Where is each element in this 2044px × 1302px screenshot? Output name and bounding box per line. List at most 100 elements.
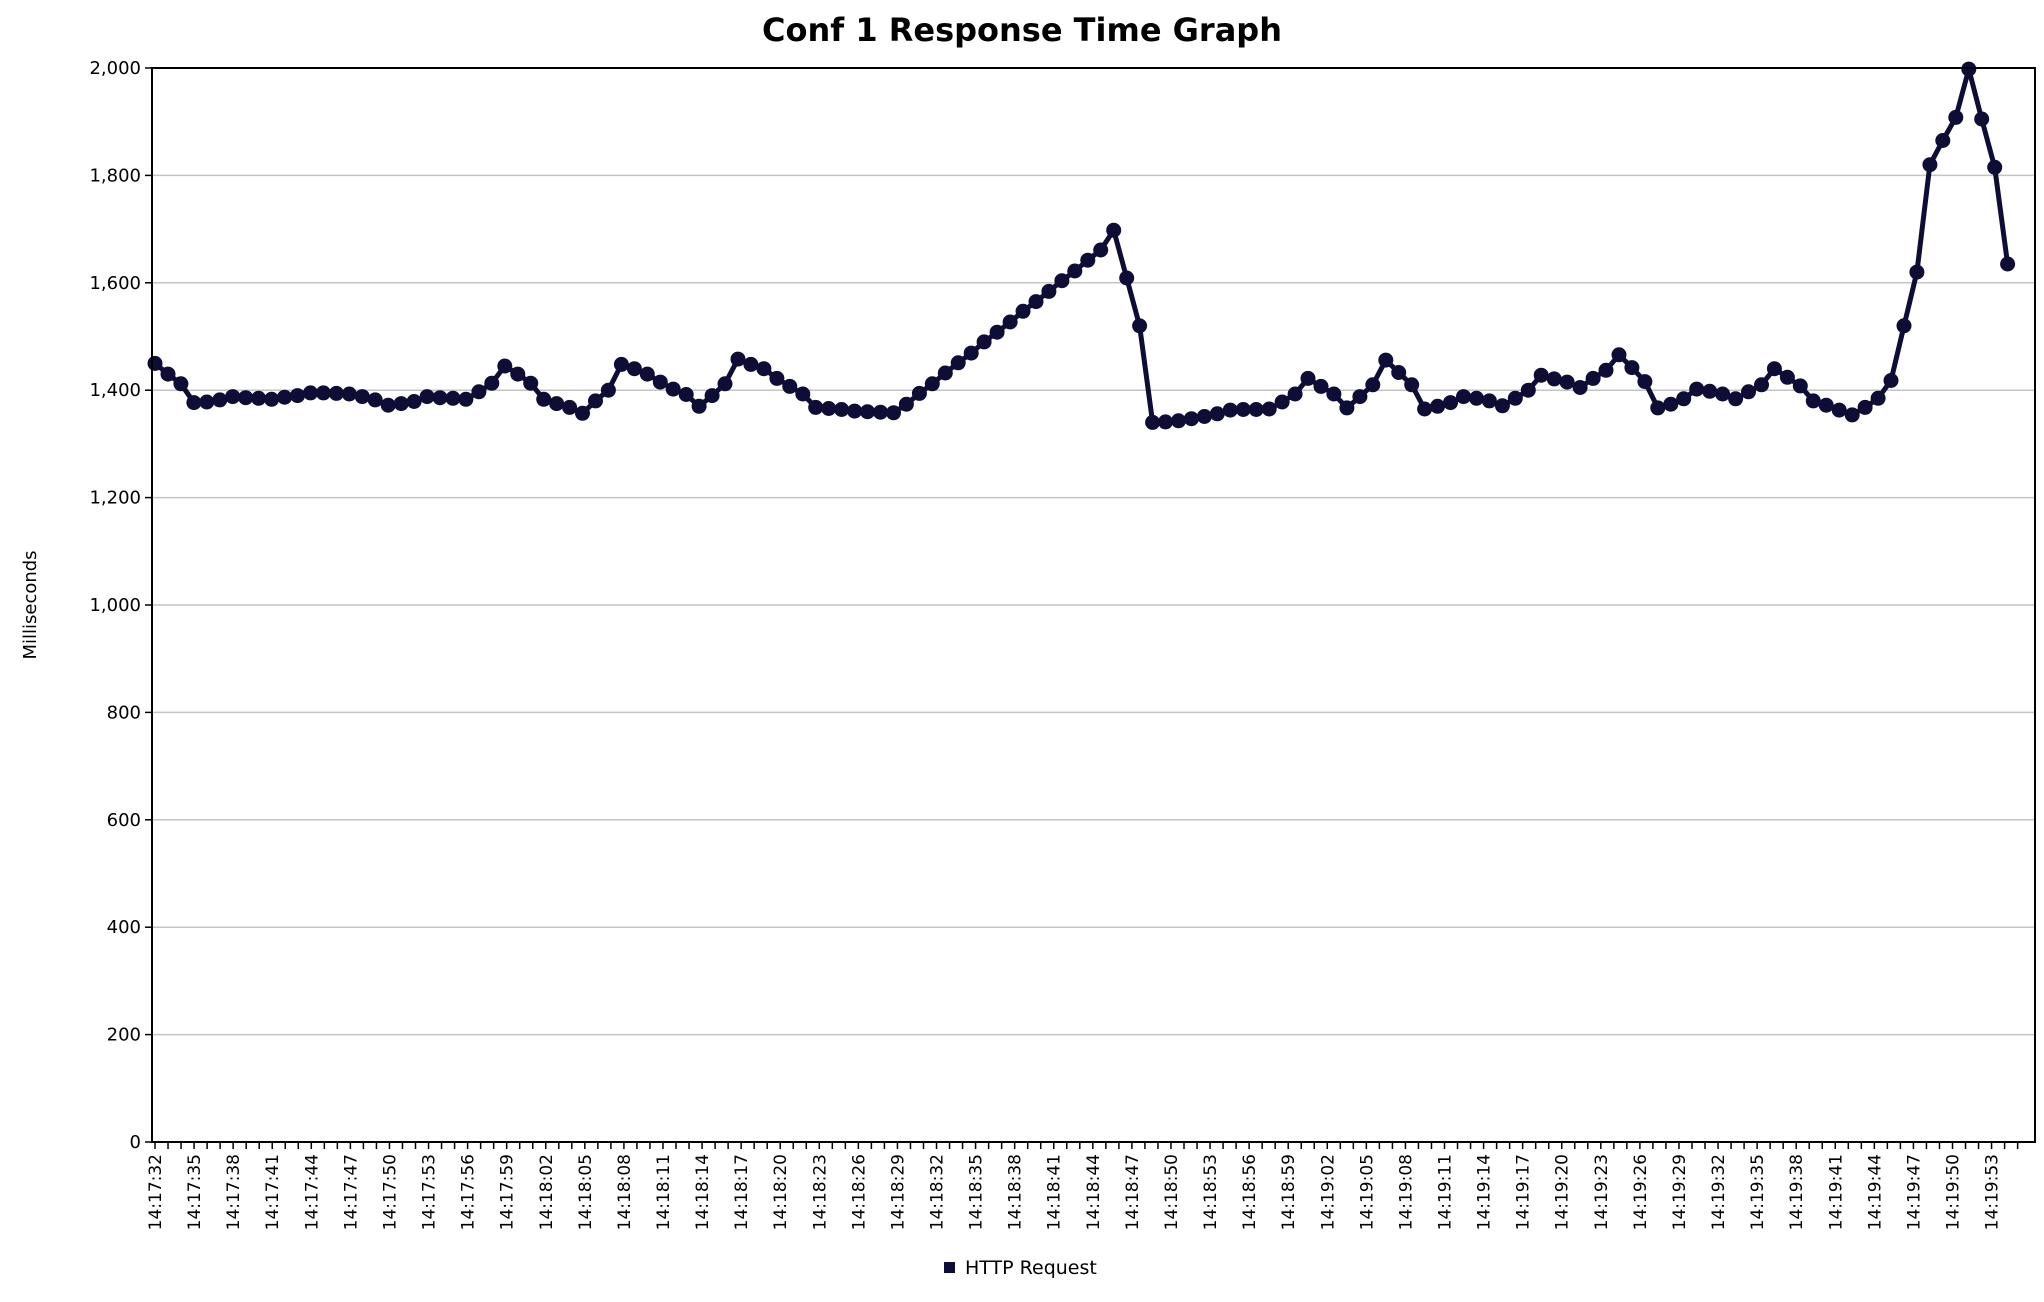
x-tick-label: 14:19:44 <box>1865 1154 1885 1230</box>
data-point <box>160 366 176 382</box>
data-point <box>1922 157 1938 173</box>
data-point <box>1650 400 1666 416</box>
data-point <box>1831 402 1847 418</box>
x-tick-label: 14:19:32 <box>1709 1154 1729 1230</box>
data-point <box>1883 373 1899 388</box>
data-point <box>911 385 927 401</box>
series-line-http-request <box>153 66 2011 425</box>
series-layer <box>147 61 2016 430</box>
y-tick-label: 1,400 <box>89 380 141 401</box>
data-point <box>1702 383 1718 399</box>
data-point <box>756 361 772 377</box>
data-point <box>432 390 448 406</box>
x-tick-label: 14:17:47 <box>341 1154 361 1230</box>
legend: HTTP Request <box>944 1257 1097 1279</box>
data-point <box>264 391 280 407</box>
data-point <box>484 375 500 391</box>
y-tick-label: 200 <box>107 1025 141 1046</box>
data-point <box>678 387 694 402</box>
y-tick-label: 2,000 <box>89 58 141 79</box>
y-tick-label: 600 <box>107 810 141 831</box>
data-point <box>1896 318 1912 334</box>
data-point <box>1313 378 1329 394</box>
x-tick-label: 14:17:41 <box>263 1154 283 1230</box>
data-point <box>1870 390 1886 406</box>
data-point <box>1935 133 1951 148</box>
data-point <box>1132 318 1148 334</box>
x-tick-label: 14:17:32 <box>146 1154 166 1230</box>
data-point <box>588 393 603 409</box>
data-point <box>549 396 565 412</box>
data-point <box>730 351 746 367</box>
y-tick-label: 800 <box>107 702 141 723</box>
data-point <box>1637 374 1653 390</box>
y-tick-label: 1,000 <box>89 595 141 616</box>
data-point <box>1067 263 1083 279</box>
x-tick-label: 14:19:26 <box>1631 1154 1651 1230</box>
data-point <box>795 386 811 402</box>
x-tick-label: 14:19:23 <box>1592 1154 1612 1230</box>
data-point <box>1987 159 2003 175</box>
data-point <box>1546 371 1562 387</box>
data-point <box>1171 413 1186 429</box>
data-point <box>1689 381 1705 397</box>
x-tick-label: 14:19:47 <box>1904 1154 1924 1230</box>
x-tick-label: 14:18:26 <box>849 1154 869 1230</box>
data-point <box>1844 407 1860 423</box>
y-tick-label: 1,800 <box>89 165 141 186</box>
data-point <box>782 378 798 394</box>
data-point <box>924 376 940 392</box>
data-point <box>251 390 267 406</box>
data-point <box>445 390 461 406</box>
x-tick-label: 14:19:29 <box>1670 1154 1690 1230</box>
data-point <box>1598 362 1614 378</box>
y-axis-ticks: 0 200 400 600 800 1,000 1,200 1,400 1,600 1,800 2,… <box>89 58 152 1153</box>
data-point <box>199 394 215 410</box>
data-point <box>717 376 733 392</box>
data-point <box>354 389 370 405</box>
x-tick-label: 14:19:08 <box>1396 1154 1416 1230</box>
data-point <box>1274 394 1290 410</box>
data-point <box>1365 377 1381 393</box>
data-point <box>393 396 409 412</box>
data-point <box>898 396 914 412</box>
data-point <box>562 399 578 415</box>
data-point <box>743 356 759 372</box>
data-point <box>523 375 539 391</box>
x-tick-label: 14:19:17 <box>1514 1154 1534 1230</box>
data-point <box>1235 402 1251 417</box>
data-point <box>419 389 435 405</box>
x-tick-label: 14:18:11 <box>654 1154 674 1230</box>
chart-title: Conf 1 Response Time Graph <box>762 11 1282 49</box>
data-point <box>173 376 189 392</box>
data-point <box>652 374 668 390</box>
data-point <box>950 355 966 371</box>
data-point <box>1754 377 1769 393</box>
data-point <box>665 381 681 397</box>
x-axis-ticks: 14:17:32 14:17:35 14:17:38 14:17:41 14:17:44… <box>146 1142 2019 1230</box>
x-tick-label: 14:18:41 <box>1045 1154 1065 1230</box>
data-point <box>626 361 642 377</box>
data-point <box>1559 374 1575 390</box>
x-tick-label: 14:18:23 <box>810 1154 830 1230</box>
x-tick-label: 14:17:56 <box>459 1154 479 1230</box>
data-point <box>1818 397 1834 413</box>
x-tick-label: 14:19:35 <box>1748 1154 1768 1230</box>
data-point <box>1391 365 1407 380</box>
data-point <box>1676 391 1692 407</box>
data-point <box>1715 386 1731 402</box>
x-tick-label: 14:18:38 <box>1006 1154 1026 1230</box>
x-tick-label: 14:18:05 <box>576 1154 596 1230</box>
y-tick-label: 400 <box>107 917 141 938</box>
data-point <box>1520 382 1536 398</box>
data-point <box>600 382 616 398</box>
data-point <box>847 403 863 419</box>
data-point <box>277 389 293 405</box>
data-point <box>1404 377 1420 393</box>
data-point <box>1857 399 1873 415</box>
data-point <box>341 386 357 402</box>
data-point <box>290 388 305 404</box>
data-point <box>536 391 552 407</box>
data-point <box>937 365 953 381</box>
